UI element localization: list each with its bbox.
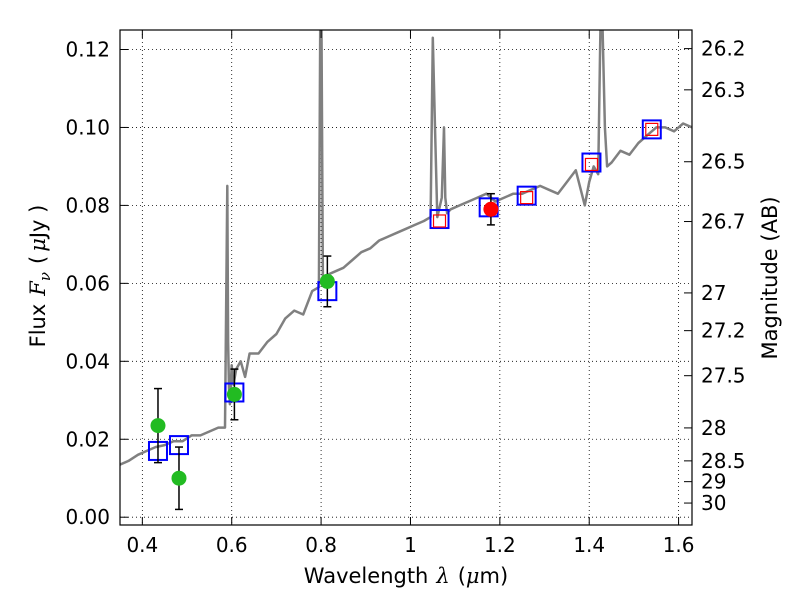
y-tick-label: 0.12 <box>65 37 110 61</box>
y2-axis-title: Magnitude (AB) <box>758 196 782 359</box>
y-axis-title-sub: ν <box>36 272 54 281</box>
x-axis-title-open: ( <box>458 564 466 588</box>
upper-limit-square <box>645 122 659 136</box>
y-tick-label: 0.02 <box>65 427 110 451</box>
y2-tick-label: 27 <box>701 281 726 305</box>
y-axis-title-var: F <box>26 280 50 297</box>
model-photometry-square <box>641 119 662 140</box>
upper-limit-square <box>584 157 599 172</box>
y2-tick-label: 28 <box>701 416 726 440</box>
tick-layer: 0.4 0.6 0.8 1 1.2 1.4 1.6 0.00 0.02 0.04 0.06 0.08 0… <box>65 30 746 557</box>
y2-tick-label: 29 <box>701 470 726 494</box>
upper-limit-square <box>432 214 447 228</box>
y-axis-title-unit: Jy ) <box>26 205 50 241</box>
x-axis-title-var: λ <box>435 564 449 588</box>
x-tick-label: 1 <box>404 533 417 557</box>
y-axis-title-prefix: Flux <box>26 304 50 348</box>
y2-tick-label: 30 <box>701 491 726 515</box>
detection-point <box>483 201 499 217</box>
observed-point <box>319 273 335 289</box>
y2-tick-label: 27.2 <box>701 319 746 343</box>
grid-layer <box>120 30 692 525</box>
x-axis-title: Wavelength λ (μm) <box>304 564 508 588</box>
x-axis-title-unit: m) <box>480 564 509 588</box>
observed-point <box>226 386 242 402</box>
y2-tick-label: 26.5 <box>701 150 746 174</box>
y2-tick-label: 28.5 <box>701 449 746 473</box>
y2-tick-label: 26.2 <box>701 37 746 61</box>
model-photometry-square <box>516 185 537 206</box>
y-tick-label: 0.00 <box>65 505 110 529</box>
x-tick-label: 1.2 <box>484 533 516 557</box>
y-tick-label: 0.10 <box>65 115 110 139</box>
x-tick-label: 0.4 <box>126 533 158 557</box>
y-axis-title-mu: μ <box>26 238 50 252</box>
observed-point <box>150 418 166 434</box>
x-tick-label: 0.8 <box>305 533 337 557</box>
spectrum-layer <box>120 30 692 466</box>
marker-layer <box>147 119 662 511</box>
model-photometry-square <box>581 152 602 173</box>
upper-limit-square <box>520 190 534 205</box>
x-tick-label: 0.6 <box>216 533 248 557</box>
x-tick-label: 1.4 <box>573 533 605 557</box>
y2-tick-label: 26.3 <box>701 78 746 102</box>
y-tick-label: 0.06 <box>65 271 110 295</box>
y-tick-label: 0.08 <box>65 193 110 217</box>
observed-point <box>171 470 187 486</box>
spectrum-line <box>120 30 692 466</box>
y-tick-label: 0.04 <box>65 349 110 373</box>
x-tick-label: 1.6 <box>663 533 695 557</box>
y-axis-title: Flux Fν ( μJy ) <box>26 205 54 348</box>
x-axis-title-prefix: Wavelength <box>304 564 429 588</box>
model-photometry-square <box>429 209 450 230</box>
x-axis-title-mu: μ <box>466 564 480 588</box>
plot-frame <box>119 29 693 526</box>
y-axis-title-open: ( <box>26 256 50 264</box>
y2-tick-label: 27.5 <box>701 364 746 388</box>
y2-tick-label: 26.7 <box>701 210 746 234</box>
